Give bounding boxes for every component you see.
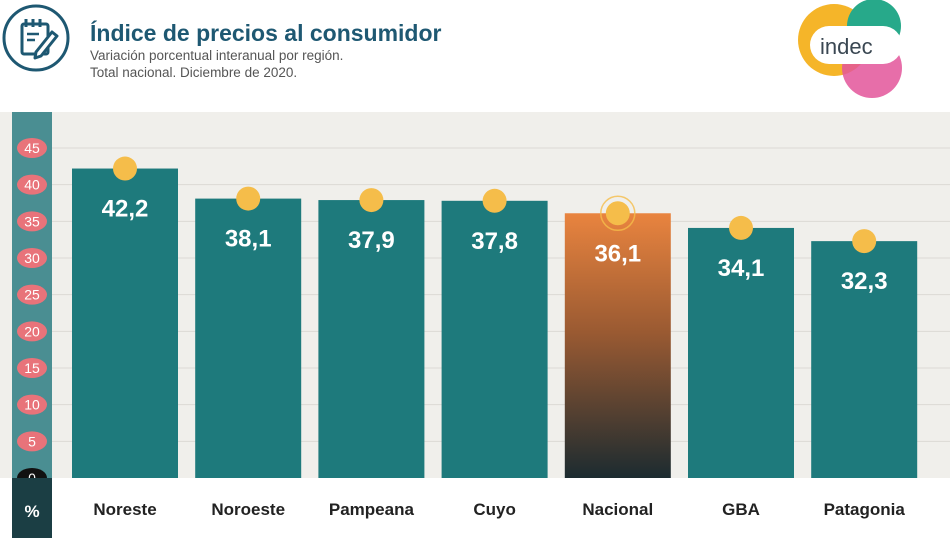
chart-area: 051015202530354045 42,238,137,937,836,13… <box>0 112 950 543</box>
y-tick-badge <box>17 394 47 415</box>
y-tick-label: 45 <box>24 140 40 156</box>
indec-logo-icon <box>798 0 902 98</box>
value-marker-dot <box>482 188 507 213</box>
y-tick-badge <box>17 248 47 268</box>
y-tick-label: 5 <box>28 433 36 449</box>
value-marker-dot <box>729 215 753 240</box>
data-label: 36,1 <box>594 240 641 267</box>
x-tick-label: Pampeana <box>329 500 415 519</box>
x-tick-label: Cuyo <box>473 500 516 519</box>
x-tick-label: Noreste <box>93 500 156 519</box>
subtitle-line-2: Total nacional. Diciembre de 2020. <box>90 65 298 80</box>
x-tick-label: Patagonia <box>824 500 906 519</box>
x-tick-label: Nacional <box>582 500 653 519</box>
y-tick-label: 15 <box>24 360 40 376</box>
indec-logo-text: indec <box>820 34 873 59</box>
y-tick-label: 25 <box>24 287 40 303</box>
highlight-ring <box>600 195 636 232</box>
x-axis-labels: Noreste Noroeste Pampeana Cuyo Nacional GBA Pa… <box>93 500 905 519</box>
bars: 42,2 38,1 37,9 37,8 36,1 34,1 32,3 <box>72 156 918 479</box>
value-marker-dot <box>605 201 630 226</box>
bar-chart: 051015202530354045 42,238,137,937,836,13… <box>0 112 950 538</box>
y-tick-badge <box>17 211 47 232</box>
y-tick-badge <box>17 174 47 195</box>
edit-document-icon <box>2 4 70 72</box>
y-tick-label: 10 <box>24 397 40 413</box>
bar-nacional <box>564 213 671 478</box>
data-label: 37,8 <box>471 228 518 255</box>
bar-noreste <box>72 168 178 478</box>
y-tick-badge <box>17 431 47 452</box>
y-tick-label: 40 <box>24 177 40 193</box>
subtitle-line-1: Variación porcentual interanual por regi… <box>90 48 344 63</box>
chart-subtitle: Variación porcentual interanual por regi… <box>90 47 343 81</box>
bar-gba <box>688 227 794 478</box>
data-label: 38,1 <box>225 226 272 253</box>
chart-header: Índice de precios al consumidor Variació… <box>0 0 950 112</box>
value-marker-dot <box>236 186 261 211</box>
value-marker-dot <box>852 229 877 254</box>
bar-cuyo <box>441 200 548 479</box>
chart-title: Índice de precios al consumidor <box>90 20 442 46</box>
x-tick-label: Noroeste <box>211 500 285 519</box>
y-tick-badge <box>17 321 47 342</box>
y-tick-badge <box>17 284 47 305</box>
value-marker-dot <box>113 156 137 181</box>
y-axis-ticks: 051015202530354045 <box>17 138 47 488</box>
data-label: 32,3 <box>841 268 888 295</box>
bar-pampeana <box>318 200 425 479</box>
data-label: 42,2 <box>102 196 149 223</box>
y-tick-badge <box>17 358 47 378</box>
y-axis-label: % <box>24 502 39 521</box>
value-marker-dot <box>359 188 384 213</box>
x-tick-label: GBA <box>722 500 760 519</box>
data-label: 37,9 <box>348 227 395 254</box>
bar-patagonia <box>811 241 918 478</box>
y-tick-badge <box>17 138 47 158</box>
y-tick-label: 30 <box>24 250 40 266</box>
y-axis-unit-band <box>12 478 52 538</box>
data-label: 34,1 <box>718 255 765 282</box>
bar-noroeste <box>195 198 302 478</box>
y-tick-label: 35 <box>24 213 40 229</box>
y-tick-label: 20 <box>24 323 40 339</box>
